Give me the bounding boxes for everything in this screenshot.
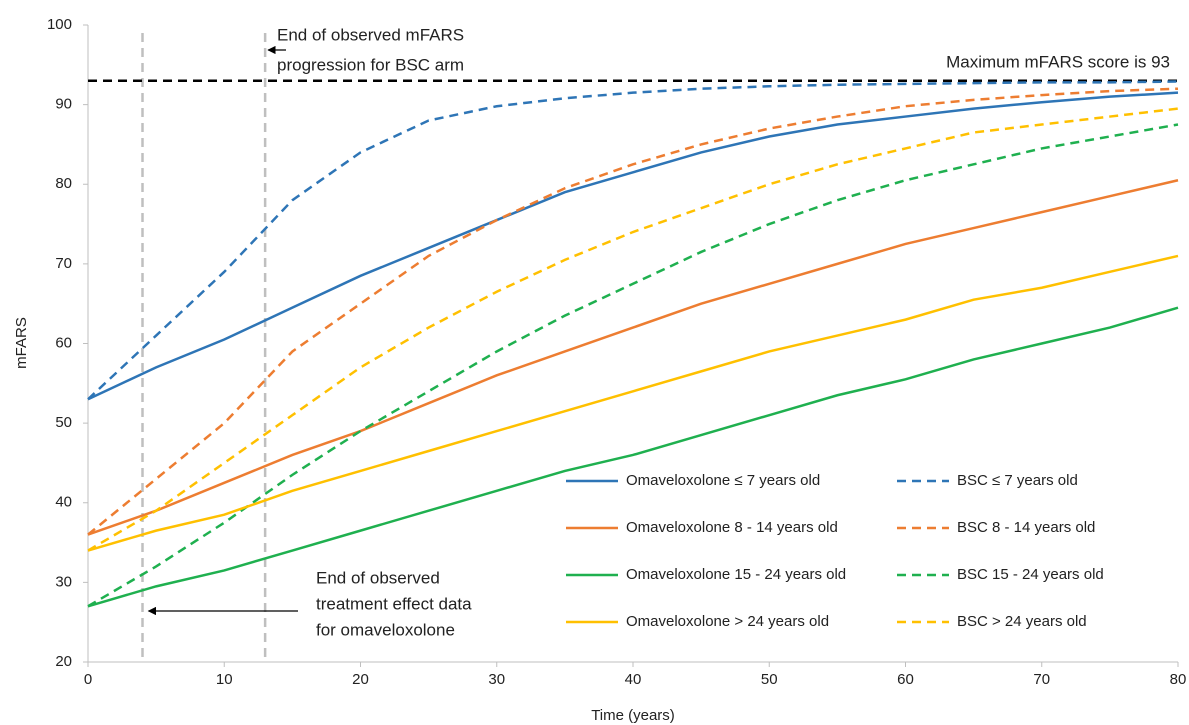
legend-label: BSC 15 - 24 years old bbox=[957, 566, 1104, 583]
annotation: End of observed mFARS bbox=[277, 25, 464, 44]
x-tick-label: 20 bbox=[352, 671, 369, 688]
series-line bbox=[87, 87, 1179, 536]
x-tick-label: 0 bbox=[84, 671, 92, 688]
y-tick-label: 100 bbox=[47, 16, 72, 33]
x-tick-label: 80 bbox=[1170, 671, 1187, 688]
legend-label: Omaveloxolone > 24 years old bbox=[626, 613, 829, 630]
series-line bbox=[87, 107, 1179, 552]
series-line bbox=[87, 179, 1179, 536]
x-tick-label: 30 bbox=[488, 671, 505, 688]
x-tick-label: 70 bbox=[1033, 671, 1050, 688]
y-tick-label: 80 bbox=[55, 175, 72, 192]
x-tick-label: 60 bbox=[897, 671, 914, 688]
annotation: treatment effect data bbox=[316, 594, 472, 613]
y-tick-label: 30 bbox=[55, 573, 72, 590]
annotation: for omaveloxolone bbox=[316, 620, 455, 639]
x-tick-label: 50 bbox=[761, 671, 778, 688]
series-line bbox=[87, 80, 1179, 401]
series-line bbox=[87, 123, 1179, 608]
annotation: progression for BSC arm bbox=[277, 55, 464, 74]
annotation: Maximum mFARS score is 93 bbox=[946, 52, 1170, 71]
legend-label: Omaveloxolone 15 - 24 years old bbox=[626, 566, 846, 583]
y-tick-label: 70 bbox=[55, 255, 72, 272]
legend-label: Omaveloxolone 8 - 14 years old bbox=[626, 519, 838, 536]
legend-label: BSC ≤ 7 years old bbox=[957, 472, 1078, 489]
annotation: End of observed bbox=[316, 568, 440, 587]
x-tick-label: 40 bbox=[625, 671, 642, 688]
y-axis-label: mFARS bbox=[13, 317, 30, 369]
x-tick-label: 10 bbox=[216, 671, 233, 688]
y-tick-label: 90 bbox=[55, 96, 72, 113]
legend-label: BSC > 24 years old bbox=[957, 613, 1087, 630]
y-tick-label: 50 bbox=[55, 414, 72, 431]
y-tick-label: 20 bbox=[55, 653, 72, 670]
series-line bbox=[87, 254, 1179, 552]
legend-label: Omaveloxolone ≤ 7 years old bbox=[626, 472, 820, 489]
y-tick-label: 60 bbox=[55, 334, 72, 351]
legend-label: BSC 8 - 14 years old bbox=[957, 519, 1095, 536]
y-tick-label: 40 bbox=[55, 494, 72, 511]
series-line bbox=[87, 91, 1179, 401]
series-line bbox=[87, 306, 1179, 608]
x-axis-label: Time (years) bbox=[591, 707, 675, 724]
